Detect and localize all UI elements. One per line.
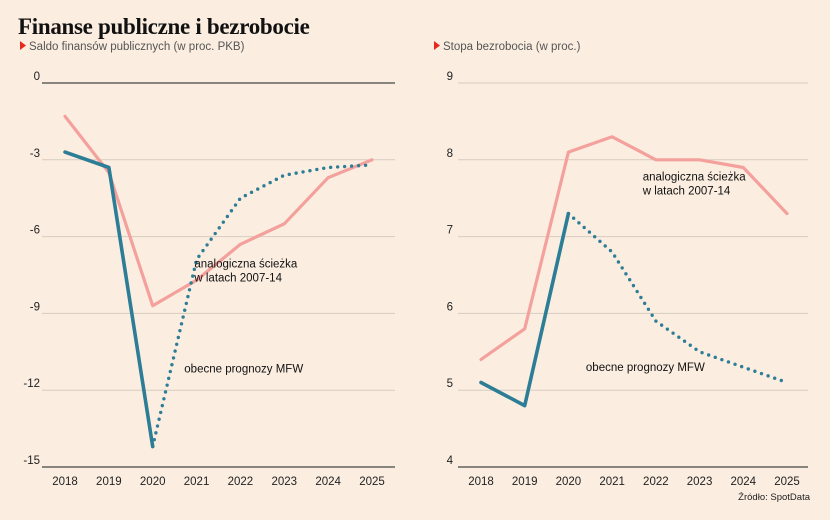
chart-subtitle: Stopa bezrobocia (w proc.) — [443, 41, 581, 53]
series-annotation: analogiczna ścieżka — [643, 172, 747, 184]
page-title: Finanse publiczne i bezrobocie — [18, 14, 310, 39]
x-tick-label: 2023 — [687, 476, 713, 488]
series-annotation: w latach 2007-14 — [642, 186, 731, 198]
y-tick-label: 7 — [447, 225, 453, 237]
y-tick-label: -6 — [30, 225, 40, 237]
y-tick-label: 0 — [34, 71, 40, 83]
x-tick-label: 2022 — [228, 476, 254, 488]
y-tick-label: 5 — [447, 378, 453, 390]
x-tick-label: 2018 — [468, 476, 494, 488]
x-tick-label: 2020 — [556, 476, 582, 488]
series-analog-line — [479, 135, 789, 362]
series-annotation: obecne prognozy MFW — [586, 362, 705, 374]
x-tick-label: 2025 — [774, 476, 800, 488]
x-tick-label: 2020 — [140, 476, 166, 488]
panel-budget-balance: Saldo finansów publicznych (w proc. PKB)… — [20, 41, 395, 488]
panel-unemployment-rate: Stopa bezrobocia (w proc.) 9 8 7 6 5 4 2018 2019… — [434, 41, 808, 488]
x-tick-label: 2025 — [359, 476, 385, 488]
series-annotation: analogiczna ścieżka — [194, 258, 298, 270]
x-tick-label: 2024 — [730, 476, 756, 488]
series-analog-line — [63, 114, 374, 308]
series-annotation: w latach 2007-14 — [193, 272, 282, 284]
x-tick-label: 2019 — [512, 476, 538, 488]
x-tick-label: 2021 — [184, 476, 210, 488]
y-tick-label: 4 — [447, 455, 454, 467]
x-tick-label: 2023 — [271, 476, 297, 488]
y-tick-label: -15 — [23, 455, 40, 467]
series-forecast-line — [566, 211, 789, 385]
y-tick-label: 9 — [447, 71, 453, 83]
x-tick-label: 2019 — [96, 476, 122, 488]
x-tick-label: 2021 — [599, 476, 625, 488]
x-tick-label: 2024 — [315, 476, 341, 488]
series-annotation: obecne prognozy MFW — [184, 363, 303, 375]
series-actual-line — [63, 150, 155, 449]
x-tick-label: 2018 — [52, 476, 78, 488]
subtitle-marker-icon — [20, 41, 26, 50]
series-actual-line — [479, 211, 571, 408]
source-note: Źródło: SpotData — [738, 492, 811, 503]
y-tick-label: 8 — [447, 148, 453, 160]
y-tick-label: -3 — [30, 148, 40, 160]
series-forecast-line — [150, 163, 374, 449]
y-tick-label: -9 — [30, 301, 40, 313]
x-tick-label: 2022 — [643, 476, 669, 488]
y-tick-label: -12 — [23, 378, 40, 390]
subtitle-marker-icon — [434, 41, 440, 50]
chart-subtitle: Saldo finansów publicznych (w proc. PKB) — [29, 41, 245, 53]
y-tick-label: 6 — [447, 301, 453, 313]
